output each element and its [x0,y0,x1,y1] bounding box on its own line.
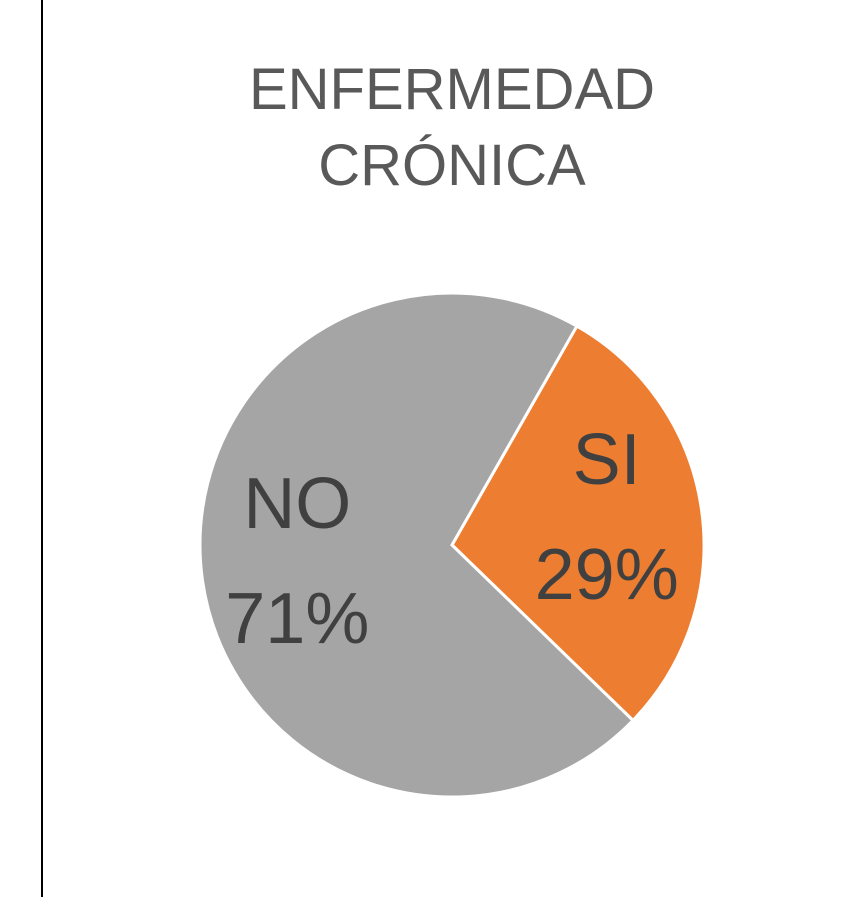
pie-slice [450,324,706,723]
slice-value-label: 71% [225,579,369,659]
slice-category-label: NO [243,464,351,544]
pie-slice [198,291,636,799]
slice-category-label: SI [573,420,641,500]
chart-title: ENFERMEDAD CRÓNICA [248,57,656,198]
slice-value-label: 29% [535,535,679,615]
